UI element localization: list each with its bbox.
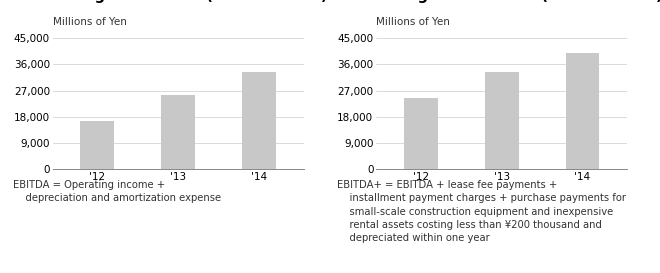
Bar bbox=[566, 53, 599, 169]
Text: EBITDA = Operating income +
    depreciation and amortization expense: EBITDA = Operating income + depreciation… bbox=[13, 180, 221, 203]
Bar bbox=[484, 72, 519, 169]
Text: Change in EBITDA (Consolidated): Change in EBITDA (Consolidated) bbox=[53, 0, 327, 3]
Bar bbox=[81, 121, 114, 169]
Bar bbox=[404, 98, 438, 169]
Bar bbox=[242, 72, 276, 169]
Text: Millions of Yen: Millions of Yen bbox=[53, 17, 127, 27]
Bar bbox=[161, 95, 195, 169]
Text: Millions of Yen: Millions of Yen bbox=[376, 17, 450, 27]
Text: Change in EBITDA+ (Consolidated): Change in EBITDA+ (Consolidated) bbox=[376, 0, 660, 3]
Text: EBITDA+ = EBITDA + lease fee payments +
    installment payment charges + purcha: EBITDA+ = EBITDA + lease fee payments + … bbox=[337, 180, 626, 243]
